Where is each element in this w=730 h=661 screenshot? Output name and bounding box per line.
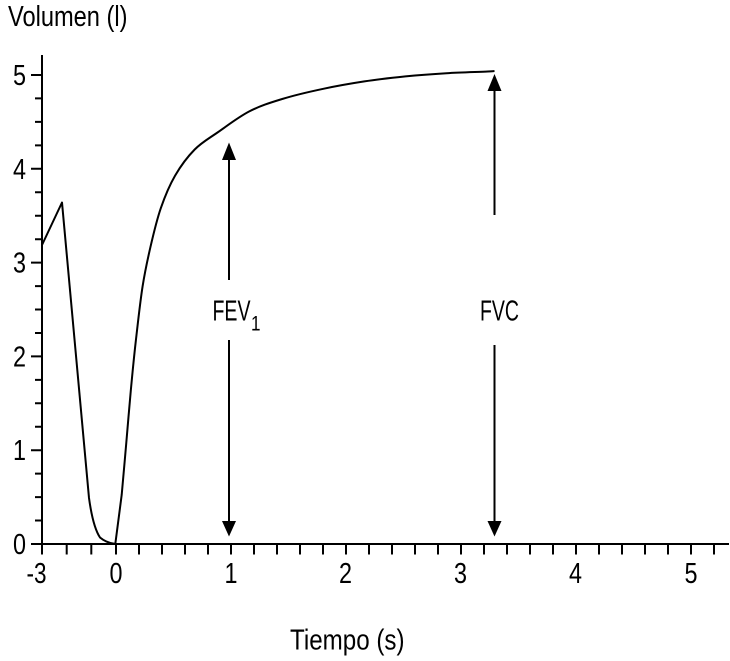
svg-text:-3: -3 (27, 558, 47, 590)
svg-text:Volumen (l): Volumen (l) (8, 1, 128, 33)
svg-text:0: 0 (13, 529, 26, 561)
svg-text:2: 2 (339, 558, 352, 590)
svg-text:1: 1 (251, 313, 261, 336)
svg-text:3: 3 (13, 248, 26, 280)
svg-text:3: 3 (454, 558, 467, 590)
svg-text:5: 5 (13, 60, 26, 92)
svg-text:0: 0 (110, 558, 123, 590)
svg-text:1: 1 (225, 558, 238, 590)
svg-text:4: 4 (569, 558, 582, 590)
svg-text:Tiempo (s): Tiempo (s) (290, 625, 405, 657)
svg-text:FEV: FEV (213, 295, 251, 327)
svg-text:1: 1 (13, 435, 26, 467)
svg-text:2: 2 (13, 341, 26, 373)
svg-text:FVC: FVC (480, 296, 519, 328)
svg-text:5: 5 (685, 558, 698, 590)
svg-text:4: 4 (13, 154, 26, 186)
